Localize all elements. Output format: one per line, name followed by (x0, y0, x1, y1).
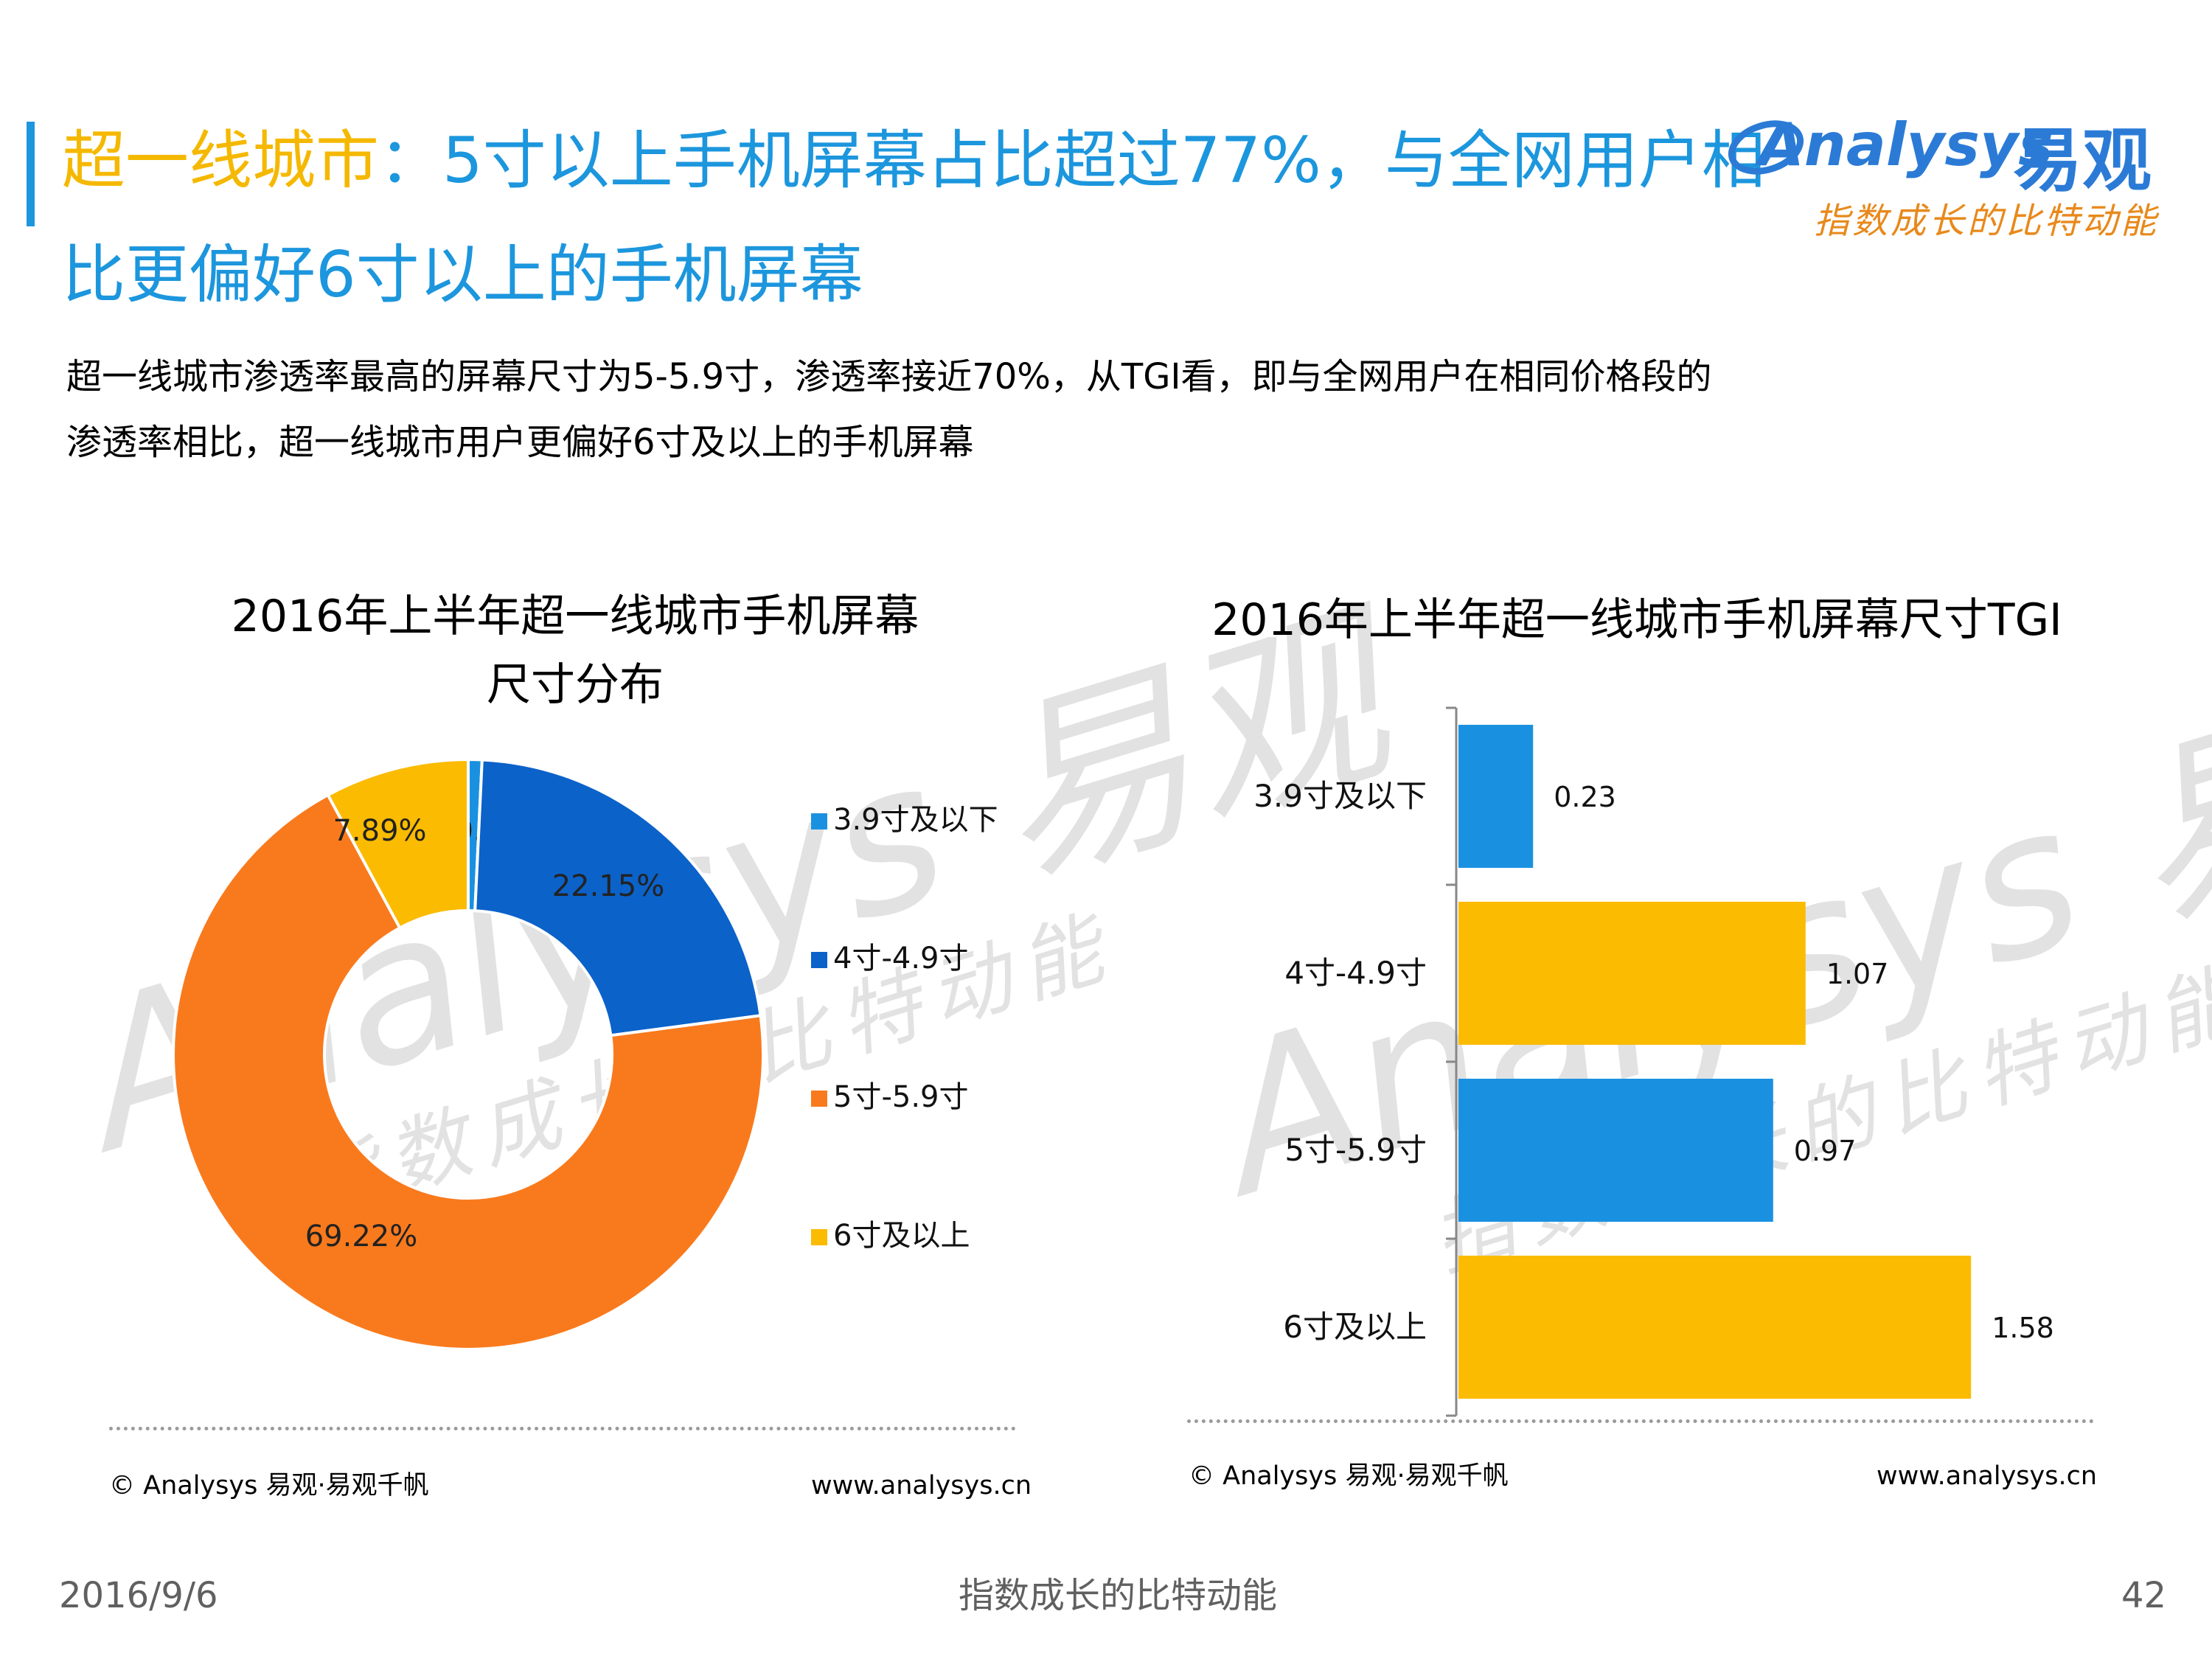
bar-value-label-1: 0.23 (1554, 781, 1616, 813)
legend-swatch-2 (811, 952, 827, 968)
page-number: 42 (2121, 1575, 2167, 1616)
bar-value-label-2: 1.07 (1826, 958, 1889, 990)
bar-category-label-4: 6寸及以上 (1283, 1309, 1427, 1345)
donut-data-label-3: 69.22% (305, 1220, 418, 1253)
page-date: 2016/9/6 (59, 1575, 218, 1616)
donut-slice-2 (473, 758, 762, 1037)
left-dotted-divider (109, 1427, 1016, 1430)
legend-label-1: 3.9寸及以下 (833, 803, 998, 837)
left-site-link[interactable]: www.analysys.cn (811, 1471, 1032, 1500)
title-accent-bar (27, 122, 35, 226)
right-dotted-divider (1187, 1419, 2094, 1423)
legend-swatch-4 (811, 1229, 827, 1245)
tgi-bar-4 (1458, 1256, 1972, 1399)
pie-chart-title-line-1: 2016年上半年超一线城市手机屏幕 (231, 591, 919, 642)
page-title-line-1: 超一线城市：5寸以上手机屏幕占比超过77%，与全网用户相 (62, 129, 1765, 192)
logo-chinese: 易观 (2013, 121, 2152, 201)
legend-label-2: 4寸-4.9寸 (833, 942, 969, 975)
title-rest: ：5寸以上手机屏幕占比超过77%，与全网用户相 (379, 124, 1765, 198)
logo-swoosh-icon (1728, 120, 1804, 175)
tgi-bar-3 (1458, 1079, 1773, 1222)
bar-category-label-1: 3.9寸及以下 (1253, 778, 1427, 814)
logo-tagline: 指数成长的比特动能 (1814, 201, 2160, 242)
title-highlight: 超一线城市 (62, 124, 379, 198)
right-site-link[interactable]: www.analysys.cn (1877, 1461, 2098, 1491)
donut-slice-3 (172, 793, 765, 1351)
bar-value-label-4: 1.58 (1992, 1312, 2054, 1344)
legend-swatch-3 (811, 1091, 827, 1107)
left-copyright: © Analysys 易观·易观千帆 (109, 1471, 429, 1500)
analysys-logo: Analysys 易观 指数成长的比特动能 (1725, 96, 2183, 242)
description-line-2: 渗透率相比，超一线城市用户更偏好6寸及以上的手机屏幕 (66, 422, 974, 463)
logo-text: Analysys (1759, 111, 2053, 179)
donut-data-label-4: 7.89% (333, 814, 426, 848)
pie-chart-title-line-2: 尺寸分布 (487, 659, 664, 711)
description-line-1: 超一线城市渗透率最高的屏幕尺寸为5-5.9寸，渗透率接近70%，从TGI看，即与… (66, 356, 1712, 397)
legend-swatch-1 (811, 813, 827, 830)
donut-data-label-2: 22.15% (552, 869, 665, 903)
bar-chart-title: 2016年上半年超一线城市手机屏幕尺寸TGI (1211, 594, 2062, 646)
legend-label-4: 6寸及以上 (833, 1219, 970, 1253)
pie-chart-title: 2016年上半年超一线城市手机屏幕 尺寸分布 (133, 582, 1018, 720)
page-title-line-2: 比更偏好6寸以上的手机屏幕 (62, 238, 863, 312)
bar-category-label-3: 5寸-5.9寸 (1284, 1132, 1427, 1168)
legend-label-3: 5寸-5.9寸 (833, 1080, 969, 1114)
right-copyright: © Analysys 易观·易观千帆 (1189, 1461, 1509, 1491)
tgi-bar-1 (1458, 725, 1534, 868)
donut-slice-4 (326, 757, 470, 931)
page-slogan: 指数成长的比特动能 (959, 1575, 1278, 1616)
tgi-bar-2 (1458, 902, 1806, 1045)
bar-category-label-2: 4寸-4.9寸 (1284, 955, 1427, 991)
bar-value-label-3: 0.97 (1794, 1135, 1857, 1167)
